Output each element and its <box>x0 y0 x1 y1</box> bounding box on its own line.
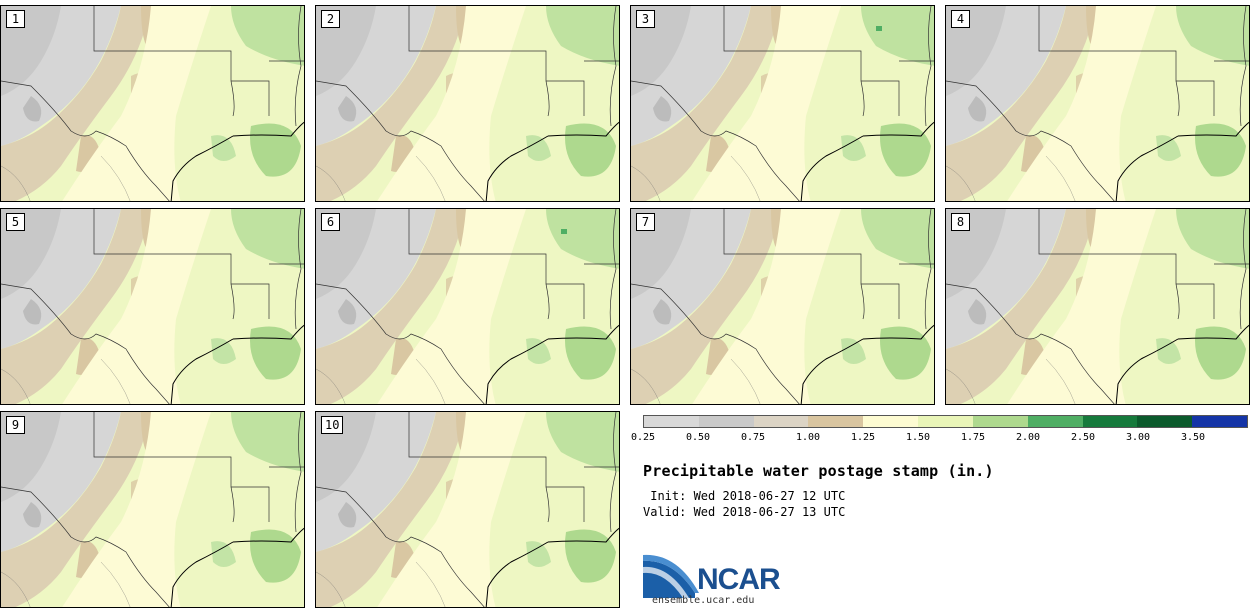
panel-number: 6 <box>321 213 340 231</box>
map-panel-9: 9 <box>0 411 305 608</box>
init-time: Init: Wed 2018-06-27 12 UTC <box>643 489 846 503</box>
panel-number: 8 <box>951 213 970 231</box>
panel-number: 9 <box>6 416 25 434</box>
map-panel-2: 2 <box>315 5 620 202</box>
panel-number: 3 <box>636 10 655 28</box>
map-panel-4: 4 <box>945 5 1250 202</box>
colorbar-tick-label: 1.50 <box>905 432 931 443</box>
chart-title: Precipitable water postage stamp (in.) <box>643 462 994 480</box>
colorbar <box>643 415 1248 428</box>
map-panel-10: 10 <box>315 411 620 608</box>
colorbar-swatch <box>808 416 864 427</box>
colorbar-swatch <box>644 416 699 427</box>
map-panel-7: 7 <box>630 208 935 405</box>
colorbar-swatch <box>698 416 754 427</box>
map-panel-3: 3 <box>630 5 935 202</box>
colorbar-tick-label: 1.25 <box>850 432 876 443</box>
panel-number: 10 <box>321 416 344 434</box>
colorbar-tick-label: 0.50 <box>685 432 711 443</box>
colorbar-swatch <box>753 416 809 427</box>
panel-number: 5 <box>6 213 25 231</box>
colorbar-tick-label: 2.00 <box>1015 432 1041 443</box>
colorbar-swatch <box>1137 416 1193 427</box>
colorbar-swatch <box>1192 416 1247 427</box>
colorbar-swatch <box>918 416 973 427</box>
colorbar-tick-label: 3.00 <box>1125 432 1151 443</box>
colorbar-tick-label: 2.50 <box>1070 432 1096 443</box>
panel-number: 2 <box>321 10 340 28</box>
colorbar-swatch <box>972 416 1028 427</box>
logo-url: ensemble.ucar.edu <box>652 595 755 606</box>
map-panel-8: 8 <box>945 208 1250 405</box>
colorbar-swatch <box>1027 416 1083 427</box>
panel-number: 7 <box>636 213 655 231</box>
colorbar-tick-label: 1.00 <box>795 432 821 443</box>
colorbar-swatch <box>863 416 919 427</box>
valid-time: Valid: Wed 2018-06-27 13 UTC <box>643 505 846 519</box>
map-panel-1: 1 <box>0 5 305 202</box>
colorbar-tick-label: 0.75 <box>740 432 766 443</box>
colorbar-swatch <box>1082 416 1138 427</box>
colorbar-tick-label: 1.75 <box>960 432 986 443</box>
map-panel-5: 5 <box>0 208 305 405</box>
ncar-logo-icon <box>643 554 699 598</box>
logo-text: NCAR <box>697 563 781 596</box>
map-panel-6: 6 <box>315 208 620 405</box>
colorbar-tick-label: 3.50 <box>1180 432 1206 443</box>
colorbar-tick-label: 0.25 <box>630 432 656 443</box>
panel-number: 1 <box>6 10 25 28</box>
panel-number: 4 <box>951 10 970 28</box>
